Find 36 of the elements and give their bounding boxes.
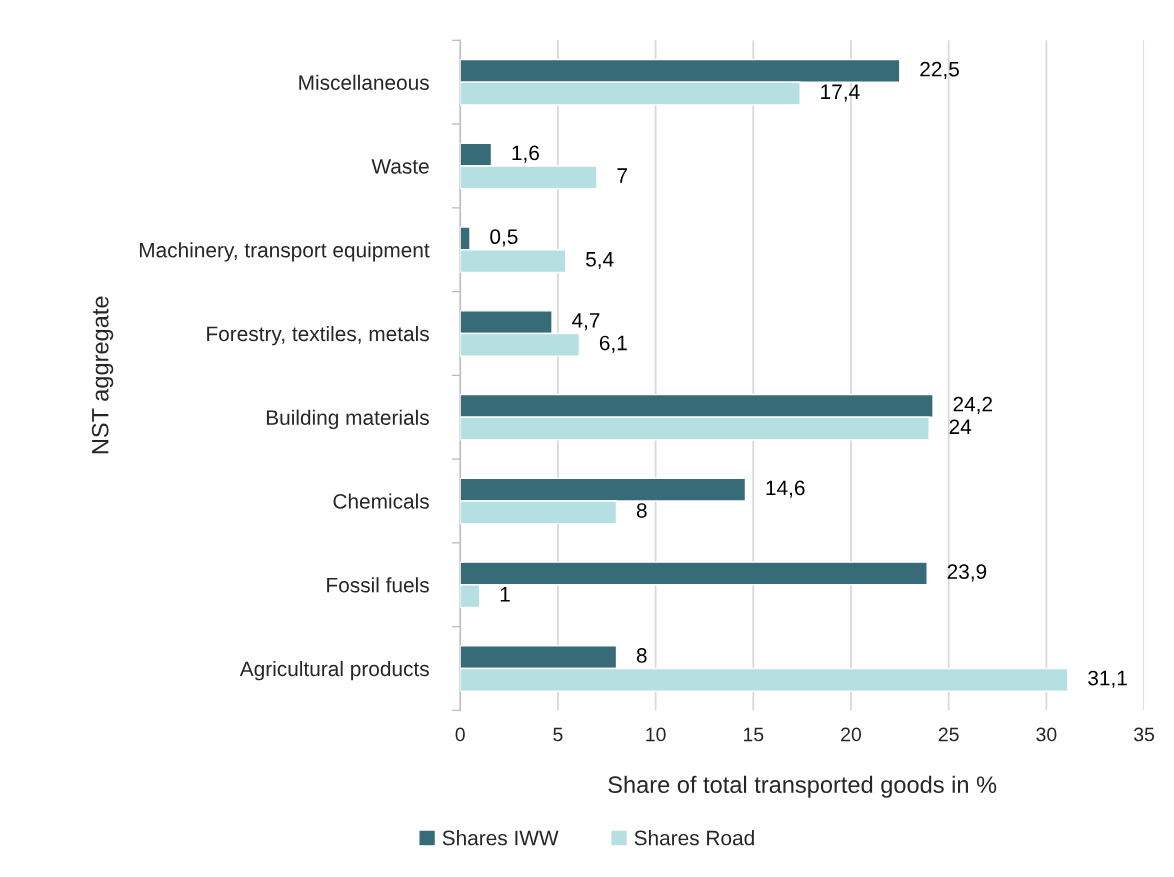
legend-label: Shares IWW [442, 830, 559, 846]
legend-label: Shares Road [634, 830, 754, 846]
data-label: 23,9 [947, 564, 987, 582]
data-label: 0,5 [490, 229, 518, 247]
x-tick-label: 30 [1036, 727, 1057, 742]
y-tick-label: Chemicals [333, 493, 429, 509]
x-tick-label: 15 [743, 727, 764, 742]
data-label: 1,6 [512, 145, 539, 163]
y-tick-label: Agricultural products [239, 660, 429, 681]
data-label: 24 [949, 419, 972, 434]
x-axis-title: Share of total transported goods in % [608, 775, 997, 798]
data-label: 8 [636, 503, 647, 518]
x-tick-label: 25 [938, 727, 959, 742]
y-tick-label: Waste [371, 159, 429, 174]
data-label: 22,5 [920, 61, 959, 79]
y-tick-label: Miscellaneous [299, 74, 429, 90]
data-label: 5,4 [585, 252, 614, 270]
data-label: 24,2 [953, 396, 992, 414]
data-label: 14,6 [766, 480, 805, 498]
x-tick-label: 35 [1133, 727, 1155, 742]
x-tick-label: 0 [455, 727, 465, 742]
y-tick-label: Machinery, transport equipment [139, 242, 430, 262]
data-label: 17,4 [821, 84, 860, 102]
y-axis-title: NST aggregate [91, 296, 114, 454]
data-label: 8 [636, 648, 647, 663]
x-tick-label: 10 [646, 727, 666, 742]
data-label: 31,1 [1088, 670, 1127, 688]
x-tick-label: 20 [841, 727, 862, 742]
y-tick-label: Building materials [266, 409, 429, 430]
data-label: 4,7 [571, 313, 600, 331]
data-label: 7 [617, 168, 627, 183]
data-label: 6,1 [599, 335, 627, 353]
y-tick-label: Forestry, textiles, metals [207, 325, 429, 346]
y-tick-label: Fossil fuels [327, 577, 429, 593]
data-label: 1 [500, 587, 510, 602]
x-tick-label: 5 [553, 727, 563, 742]
